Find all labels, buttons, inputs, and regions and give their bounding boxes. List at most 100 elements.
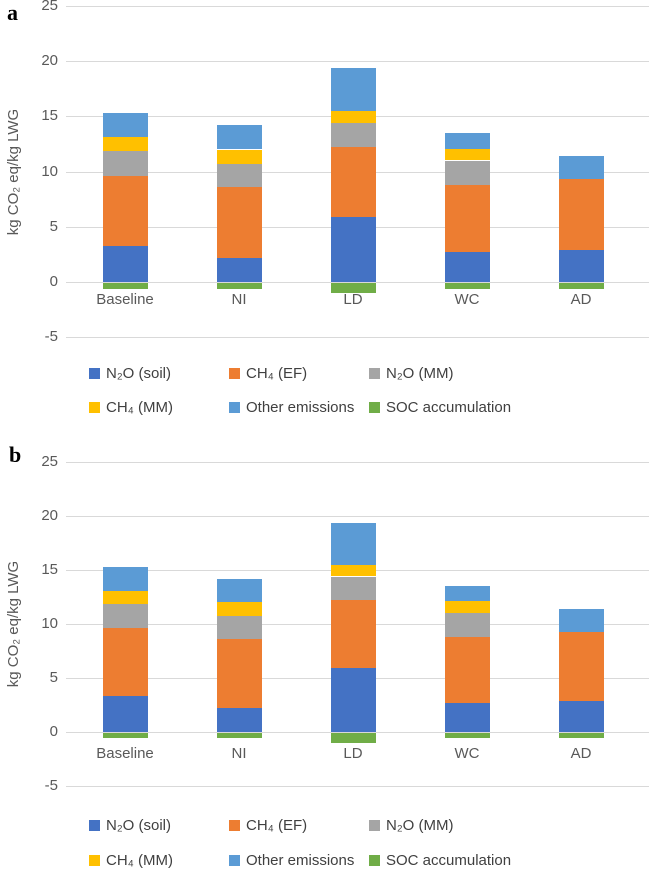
gridline-25 [66,6,649,7]
bar-segment-ld-soc-accumulation [331,733,376,743]
legend-label-other-emissions: Other emissions [246,399,355,416]
bar-segment-ld-other-emissions [331,67,376,111]
panel-label-b: b [9,442,22,467]
bar-segment-ad-ch-ef [559,179,604,250]
legend-label-soc-accumulation: SOC accumulation [386,852,512,869]
legend-swatch-n-o-mm [369,368,380,379]
x-axis-label-ad: AD [570,291,592,308]
bar-segment-ad-other-emissions [559,156,604,180]
legend-label-ch-ef: CH₄ (EF) [246,817,308,834]
bar-segment-ad-other-emissions [559,608,604,632]
bar-segment-wc-n-o-soil [445,702,490,732]
legend-swatch-soc-accumulation [369,402,380,413]
y-tick-label-15: 15 [41,561,58,578]
bar-segment-ld-ch-ef [331,600,376,669]
bar-segment-wc-ch-mm [445,601,490,614]
legend-swatch-ch-ef [229,820,240,831]
bar-segment-wc-n-o-mm [445,613,490,637]
bar-segment-wc-other-emissions [445,586,490,602]
bar-segment-ld-other-emissions [331,522,376,565]
bar-segment-ad-n-o-soil [559,700,604,732]
legend-swatch-n-o-soil [89,368,100,379]
bar-segment-ni-n-o-mm [217,616,262,640]
bar-segment-ld-ch-ef [331,147,376,217]
bar-segment-baseline-n-o-soil [103,696,148,732]
bar-segment-baseline-other-emissions [103,566,148,591]
bar-segment-ad-soc-accumulation [559,283,604,289]
bar-segment-ni-ch-mm [217,149,262,164]
x-axis-label-baseline: Baseline [96,291,154,308]
y-axis-title-a: kg CO₂ eq/kg LWG [5,108,22,236]
bar-segment-ni-other-emissions [217,578,262,603]
legend-swatch-ch-mm [89,855,100,866]
bar-segment-wc-ch-ef [445,184,490,253]
legend-label-soc-accumulation: SOC accumulation [386,399,512,416]
bar-segment-ni-ch-mm [217,602,262,617]
y-tick-label-10: 10 [41,163,58,180]
legend-label-n-o-soil: N₂O (soil) [106,365,171,382]
bar-segment-ld-ch-mm [331,564,376,577]
bar-segment-baseline-soc-accumulation [103,733,148,739]
bar-segment-ni-soc-accumulation [217,733,262,739]
legend-swatch-other-emissions [229,855,240,866]
gridline-20 [66,516,649,517]
panel-label-a: a [7,0,18,25]
bar-segment-ld-n-o-soil [331,668,376,732]
x-axis-label-ni: NI [231,745,247,762]
y-tick-label-20: 20 [41,507,58,524]
bar-segment-baseline-soc-accumulation [103,283,148,289]
gridline-0 [66,732,649,733]
bar-segment-ni-ch-ef [217,639,262,709]
gridline-20 [66,61,649,62]
bar-segment-ld-n-o-soil [331,216,376,282]
legend-label-ch-mm: CH₄ (MM) [106,852,173,869]
legend-label-other-emissions: Other emissions [246,852,355,869]
bar-segment-ad-n-o-soil [559,250,604,282]
legend-label-ch-mm: CH₄ (MM) [106,399,173,416]
y-tick-label-10: 10 [41,615,58,632]
legend-swatch-other-emissions [229,402,240,413]
legend-swatch-soc-accumulation [369,855,380,866]
bar-segment-ld-soc-accumulation [331,283,376,293]
x-axis-label-ni: NI [231,291,247,308]
legend-swatch-ch-ef [229,368,240,379]
bar-segment-wc-other-emissions [445,133,490,149]
bar-segment-ni-ch-ef [217,187,262,258]
bar-segment-ad-soc-accumulation [559,733,604,739]
y-tick-label-0: 0 [49,273,58,290]
bar-segment-ld-ch-mm [331,110,376,123]
x-axis-label-ld: LD [343,745,363,762]
bar-segment-ni-soc-accumulation [217,283,262,289]
y-tick-label-20: 20 [41,52,58,69]
bar-segment-baseline-other-emissions [103,113,148,138]
bar-segment-ni-n-o-soil [217,257,262,282]
y-tick-label--5: -5 [44,328,58,345]
bar-segment-wc-ch-ef [445,637,490,703]
y-tick-label-25: 25 [41,453,58,470]
bar-segment-baseline-n-o-mm [103,150,148,176]
bar-segment-ld-n-o-mm [331,576,376,601]
y-tick-label-15: 15 [41,107,58,124]
gridline-0 [66,282,649,283]
x-axis-label-wc: WC [454,291,480,308]
legend-label-n-o-mm: N₂O (MM) [386,817,454,834]
bar-segment-wc-ch-mm [445,148,490,161]
bar-segment-baseline-ch-mm [103,137,148,151]
y-tick-label-25: 25 [41,0,58,14]
legend-swatch-n-o-mm [369,820,380,831]
bar-segment-wc-n-o-soil [445,252,490,282]
bar-segment-ni-other-emissions [217,125,262,150]
y-tick-label-0: 0 [49,723,58,740]
y-axis-title-b: kg CO₂ eq/kg LWG [5,560,22,688]
bar-segment-baseline-ch-ef [103,628,148,697]
x-axis-label-wc: WC [454,745,480,762]
bar-segment-baseline-ch-ef [103,176,148,246]
y-tick-label--5: -5 [44,777,58,794]
legend-swatch-ch-mm [89,402,100,413]
bar-segment-ld-n-o-mm [331,123,376,148]
legend-label-n-o-mm: N₂O (MM) [386,365,454,382]
y-tick-label-5: 5 [49,669,58,686]
bar-segment-wc-soc-accumulation [445,283,490,289]
x-axis-label-ld: LD [343,291,363,308]
